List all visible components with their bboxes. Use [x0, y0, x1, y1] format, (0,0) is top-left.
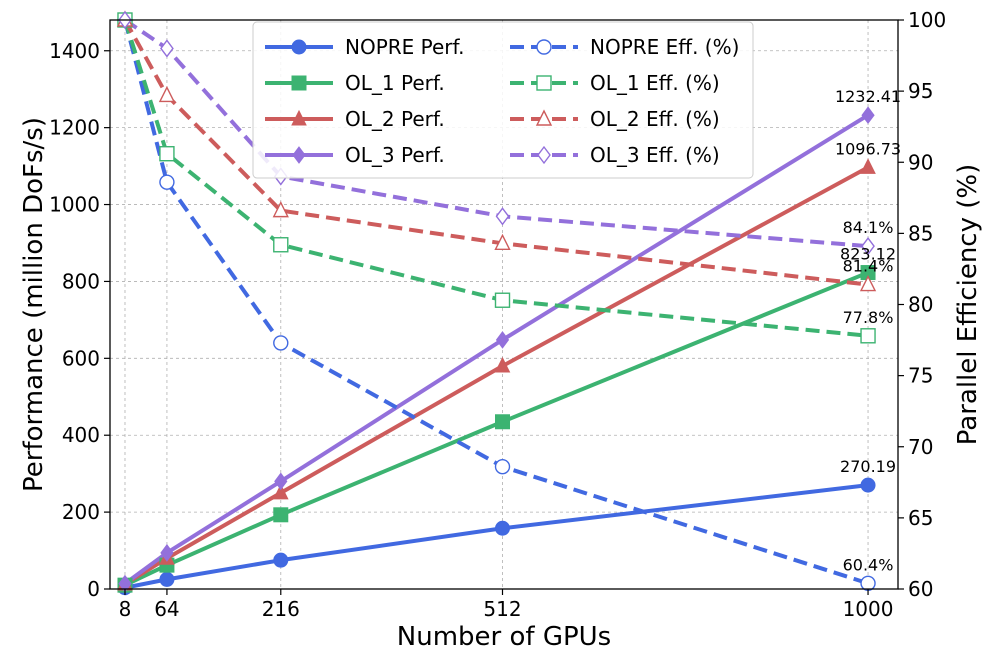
legend-marker	[292, 146, 306, 164]
data-label: 84.1%	[843, 218, 894, 237]
legend: NOPRE Perf. NOPRE Eff. (%) OL_1 Perf. OL_1 …	[252, 21, 754, 179]
y-tick-label: 0	[87, 577, 100, 601]
ticks: 8 64 216 512 1000 0 200 400 600 800 1000 1200 1400 60…	[49, 8, 946, 621]
data-point-ol-3-eff	[861, 237, 875, 256]
data-point-ol-3-eff	[160, 39, 174, 58]
x-tick-label: 8	[119, 597, 132, 621]
x-tick-label: 1000	[843, 597, 894, 621]
y2-tick-label: 95	[908, 79, 933, 103]
data-point-ol-3-perf	[861, 106, 875, 125]
y-tick-label: 1000	[49, 193, 100, 217]
y-tick-label: 1200	[49, 116, 100, 140]
legend-label: OL_1 Perf.	[345, 71, 445, 95]
data-point-ol-2-eff	[158, 85, 176, 103]
data-label: 77.8%	[843, 308, 894, 327]
legend-marker	[536, 75, 552, 91]
y2-tick-label: 75	[908, 364, 933, 388]
data-label: 1232.41	[835, 87, 901, 106]
data-point-ol-1-eff	[860, 328, 876, 344]
data-point-nopre-perf	[273, 552, 289, 568]
legend-label: OL_2 Perf.	[345, 107, 445, 131]
data-label: 1096.73	[835, 139, 901, 158]
data-point-ol-1-eff	[273, 237, 289, 253]
series-line-ol-2-eff	[123, 19, 869, 287]
legend-marker	[291, 39, 307, 55]
data-point-ol-2-eff	[859, 275, 877, 292]
data-point-nopre-perf	[495, 520, 511, 536]
x-tick-label: 512	[483, 597, 521, 621]
series-line-ol-3-perf	[123, 113, 870, 586]
data-point-ol-2-eff	[272, 201, 289, 218]
legend-marker	[536, 39, 552, 55]
y2-tick-label: 60	[908, 577, 933, 601]
legend-marker	[291, 109, 307, 126]
data-point-ol-1-eff	[159, 146, 175, 162]
y2-tick-label: 100	[908, 8, 946, 32]
y2-axis-title: Parallel Efficiency (%)	[953, 164, 983, 446]
legend-box	[252, 21, 754, 179]
legend-label: OL_2 Eff. (%)	[590, 107, 720, 131]
annotations: 1232.41 1096.73 823.12 270.19 84.1% 81.4% 77.8…	[835, 87, 901, 574]
y2-tick-label: 65	[908, 506, 933, 530]
legend-label: OL_3 Perf.	[345, 143, 445, 167]
legend-label: NOPRE Eff. (%)	[590, 35, 739, 59]
legend-marker	[537, 145, 551, 165]
x-tick-label: 216	[262, 597, 300, 621]
data-label: 823.12	[840, 245, 896, 264]
y2-tick-label: 80	[908, 293, 933, 317]
legend-marker	[535, 109, 553, 126]
data-point-nopre-eff	[273, 335, 289, 351]
y-axis-title: Performance (million DoFs/s)	[19, 117, 49, 492]
x-tick-label: 64	[154, 597, 179, 621]
data-point-ol-3-eff	[495, 207, 510, 226]
data-point-nopre-perf	[159, 571, 175, 587]
data-point-ol-1-perf	[273, 507, 289, 523]
markers-layer	[116, 10, 877, 596]
data-point-ol-3-perf	[274, 472, 288, 491]
data-point-ol-2-perf	[494, 356, 511, 373]
series-line-ol-2-perf	[123, 165, 869, 586]
legend-label: OL_3 Eff. (%)	[590, 143, 720, 167]
data-point-ol-2-perf	[272, 483, 289, 500]
y-tick-label: 1400	[49, 39, 100, 63]
data-point-ol-1-eff	[494, 292, 511, 308]
data-point-nopre-perf	[860, 477, 876, 493]
y2-tick-label: 85	[908, 221, 933, 245]
legend-label: NOPRE Perf.	[345, 35, 464, 59]
data-point-ol-3-perf	[495, 331, 510, 349]
data-point-ol-2-eff	[494, 233, 511, 251]
y-tick-label: 600	[62, 346, 100, 370]
legend-label: OL_1 Eff. (%)	[590, 71, 720, 95]
data-point-nopre-eff	[494, 458, 511, 475]
data-point-nopre-eff	[159, 174, 175, 190]
data-point-nopre-eff	[860, 575, 876, 592]
x-axis-title: Number of GPUs	[397, 622, 611, 652]
y2-tick-label: 70	[908, 435, 933, 459]
y-tick-label: 200	[62, 500, 100, 524]
legend-marker	[291, 75, 307, 91]
data-point-ol-2-perf	[860, 158, 876, 174]
y2-tick-label: 90	[908, 150, 933, 174]
y-tick-label: 400	[62, 423, 100, 447]
y-tick-label: 800	[62, 269, 100, 293]
data-label: 270.19	[840, 457, 896, 476]
data-point-ol-1-perf	[495, 414, 511, 430]
data-label: 60.4%	[843, 555, 894, 574]
data-label: 81.4%	[843, 257, 894, 276]
data-point-ol-3-perf	[160, 544, 174, 562]
